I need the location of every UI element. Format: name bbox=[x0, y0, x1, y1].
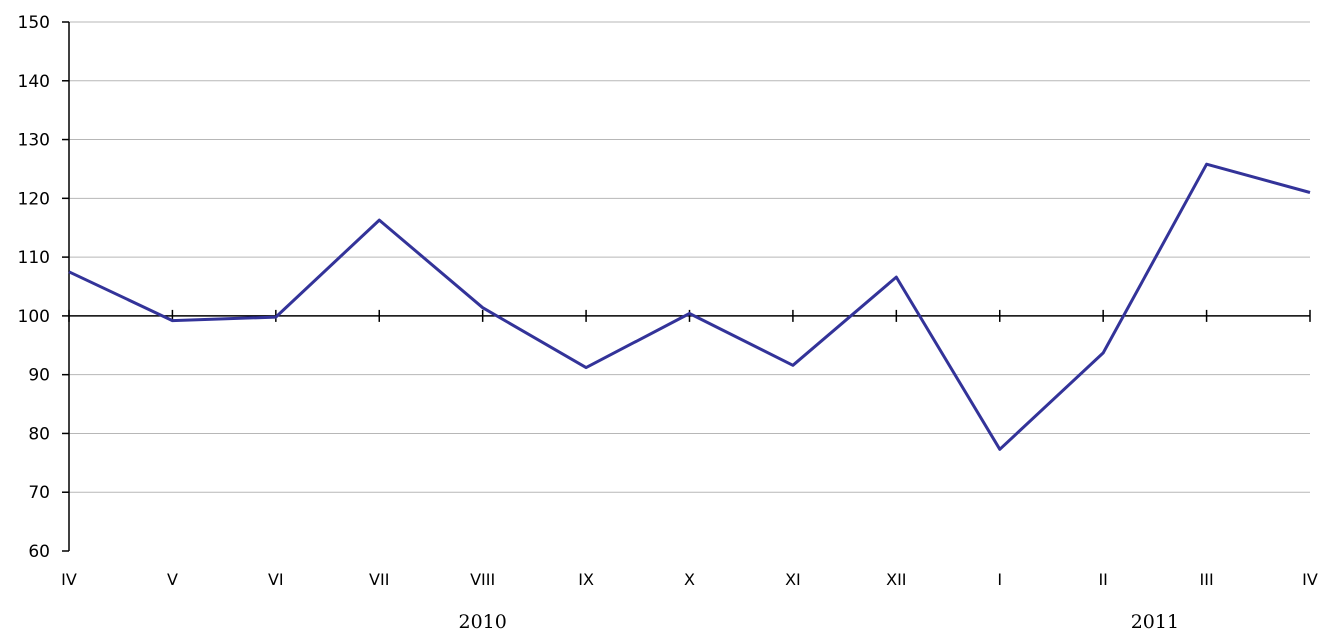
y-tick-label-110: 110 bbox=[18, 248, 50, 268]
x-tick-label-9: I bbox=[997, 570, 1002, 589]
x-tick-label-12: IV bbox=[1302, 570, 1318, 589]
y-tick-label-70: 70 bbox=[28, 483, 50, 503]
x-tick-label-7: XI bbox=[785, 570, 801, 589]
x-tick-label-1: V bbox=[167, 570, 178, 589]
x-tick-labels: IV V VI VII VIII IX X XI XII I II III IV bbox=[61, 570, 1318, 589]
year-label-2011: 2011 bbox=[1131, 611, 1179, 633]
y-tick-label-150: 150 bbox=[18, 13, 50, 33]
year-label-2010: 2010 bbox=[458, 611, 506, 633]
y-tick-label-130: 130 bbox=[18, 131, 50, 151]
x-tick-label-10: II bbox=[1098, 570, 1107, 589]
x-tick-label-6: X bbox=[684, 570, 695, 589]
y-tick-label-90: 90 bbox=[28, 366, 50, 386]
x-tick-label-3: VII bbox=[369, 570, 389, 589]
x-tick-label-0: IV bbox=[61, 570, 77, 589]
y-tick-label-60: 60 bbox=[28, 542, 50, 562]
x-tick-label-4: VIII bbox=[470, 570, 495, 589]
y-tick-label-120: 120 bbox=[18, 189, 50, 209]
year-labels: 2010 2011 bbox=[458, 611, 1179, 633]
x-tick-label-5: IX bbox=[578, 570, 594, 589]
series-line-0 bbox=[68, 162, 1311, 451]
y-tick-label-80: 80 bbox=[28, 424, 50, 444]
y-tick-label-100: 100 bbox=[18, 307, 50, 327]
gridlines bbox=[69, 21, 1310, 493]
series bbox=[68, 162, 1311, 451]
y-axis bbox=[62, 21, 70, 552]
x-tick-label-2: VI bbox=[268, 570, 284, 589]
y-tick-label-140: 140 bbox=[18, 72, 50, 92]
x-tick-label-8: XII bbox=[886, 570, 906, 589]
y-tick-labels: 60 70 80 90 100 110 120 130 140 150 bbox=[18, 13, 50, 562]
x-tick-label-11: III bbox=[1200, 570, 1214, 589]
